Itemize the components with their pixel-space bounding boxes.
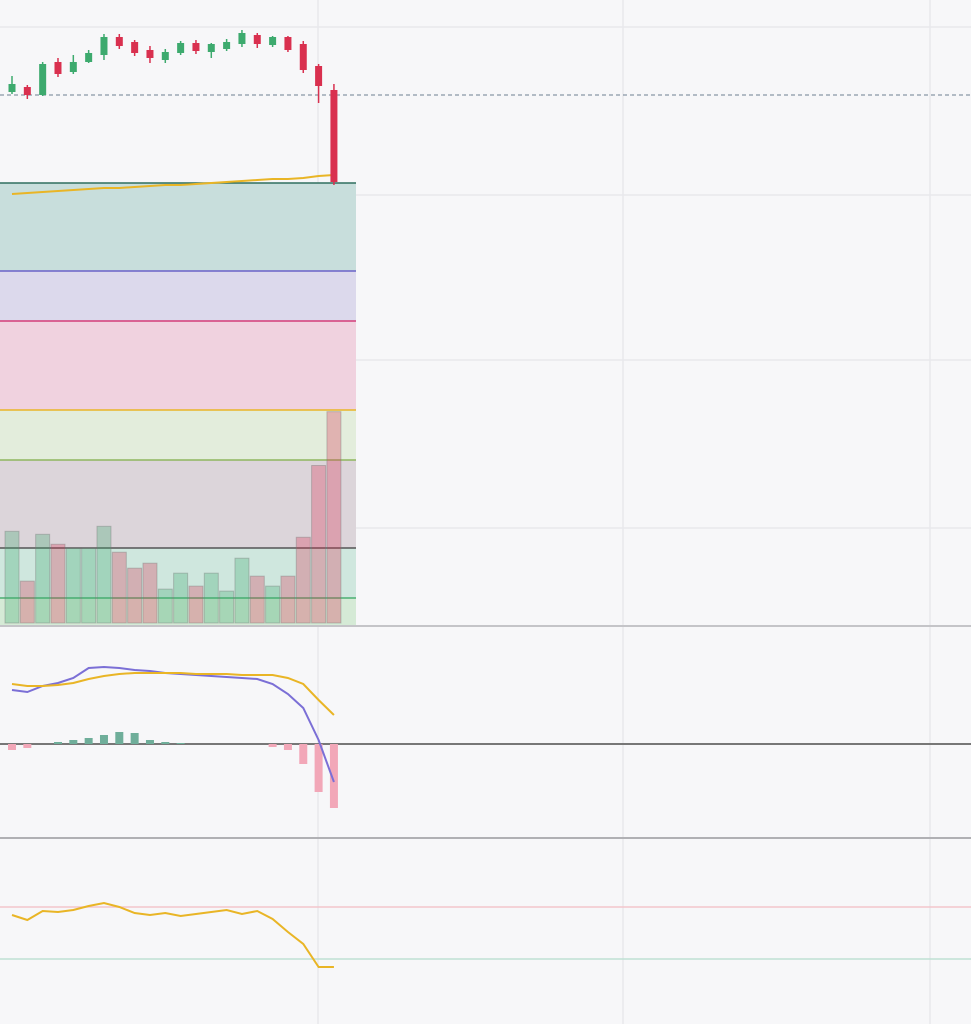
level-band — [0, 183, 356, 271]
candle-body — [131, 42, 139, 53]
level-band — [0, 548, 356, 598]
candle-body — [269, 37, 277, 45]
volume-bar — [19, 580, 35, 624]
histogram-bar — [283, 744, 292, 750]
candle-body — [146, 50, 154, 58]
histogram-bar — [161, 742, 170, 744]
candle-body — [207, 44, 215, 52]
candle-body — [223, 42, 231, 49]
histogram-bar — [314, 744, 323, 792]
candle-body — [23, 87, 31, 95]
candle-body — [253, 35, 261, 44]
candle-body — [284, 37, 292, 50]
histogram-bar — [145, 740, 154, 744]
volume-bar — [142, 562, 158, 624]
level-band — [0, 271, 356, 321]
volume-bar — [35, 533, 51, 624]
candle-body — [238, 33, 246, 44]
histogram-bar — [115, 732, 124, 744]
volume-bar — [234, 557, 250, 624]
histogram-bar — [99, 735, 108, 744]
level-band — [0, 410, 356, 460]
volume-bar — [219, 590, 235, 624]
volume-bar — [173, 572, 189, 624]
indicator-line — [11, 672, 335, 716]
histogram-bar — [299, 744, 308, 764]
volume-bar — [65, 547, 81, 624]
volume-bar — [203, 572, 219, 624]
histogram-bar — [329, 744, 338, 808]
volume-bar — [127, 567, 143, 624]
volume-bar — [81, 547, 97, 624]
indicator-line — [11, 901, 334, 968]
volume-bar — [295, 536, 311, 624]
volume-bar — [4, 530, 20, 624]
candle-body — [315, 66, 323, 86]
histogram-bar — [53, 742, 62, 744]
volume-bar — [50, 543, 66, 624]
level-band — [0, 598, 356, 625]
candle-body — [299, 44, 307, 70]
candle-body — [330, 90, 338, 182]
candle-body — [115, 37, 123, 46]
candle-body — [85, 53, 93, 62]
candle-body — [69, 62, 77, 72]
candle-body — [177, 43, 185, 53]
volume-bar — [280, 575, 296, 624]
volume-bar — [249, 575, 265, 624]
histogram-bar — [69, 740, 78, 744]
moving-average — [11, 174, 334, 195]
histogram-bar — [84, 738, 93, 744]
volume-bar — [157, 588, 173, 624]
volume-bar — [311, 465, 327, 624]
volume-bar — [265, 585, 281, 624]
volume-bar — [111, 551, 127, 624]
volume-bar — [96, 525, 112, 624]
histogram-bar — [176, 743, 185, 744]
candle-body — [192, 43, 200, 51]
candle-body — [54, 62, 62, 74]
histogram-bar — [23, 744, 32, 748]
level-band — [0, 321, 356, 410]
volume-bar — [326, 411, 342, 624]
histogram-bar — [130, 733, 139, 744]
candle-body — [100, 37, 108, 55]
candle-body — [8, 84, 16, 92]
volume-bar — [188, 585, 204, 624]
candle-body — [39, 64, 47, 95]
level-band — [0, 460, 356, 548]
histogram-bar — [268, 744, 277, 747]
histogram-bar — [8, 744, 16, 750]
candle-body — [161, 52, 169, 60]
